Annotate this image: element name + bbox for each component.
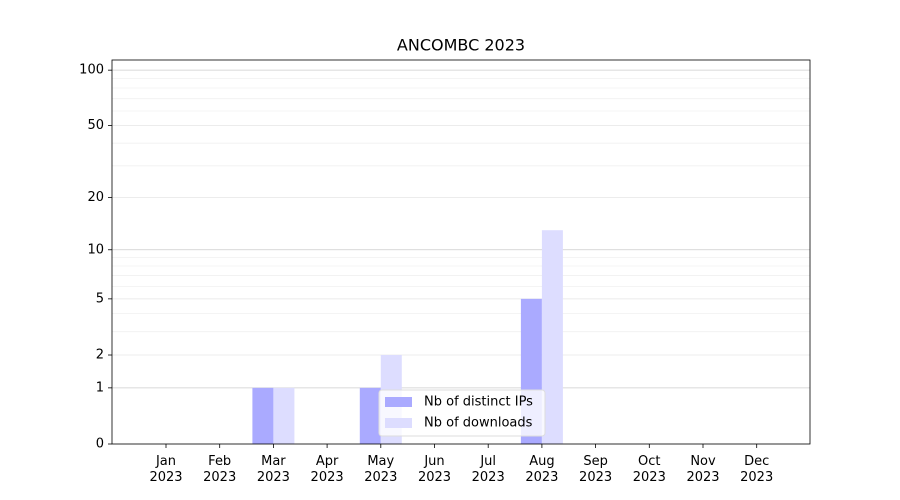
y-tick-label: 1 — [96, 380, 104, 395]
plot-frame — [111, 59, 811, 445]
y-tick-label: 100 — [79, 63, 104, 78]
x-tick-label: Feb 2023 — [203, 454, 236, 485]
bar — [273, 387, 295, 444]
x-tick-label: Dec 2023 — [740, 454, 773, 485]
y-tick-label: 0 — [96, 437, 104, 452]
legend-box — [378, 389, 546, 437]
legend: Nb of distinct IPs Nb of downloads — [378, 389, 546, 437]
legend-swatch — [385, 397, 412, 407]
y-tick-label: 20 — [87, 190, 104, 205]
x-tick-label: Oct 2023 — [633, 454, 666, 485]
x-tick-label: Sep 2023 — [579, 454, 612, 485]
legend-label: Nb of downloads — [424, 416, 533, 431]
x-tick-label: Apr 2023 — [311, 454, 344, 485]
legend-swatch — [385, 418, 412, 428]
bar — [359, 387, 381, 444]
y-tick-label: 10 — [87, 242, 104, 257]
y-tick-label: 50 — [87, 118, 104, 133]
x-tick-label: Mar 2023 — [257, 454, 290, 485]
x-tick-label: Jan 2023 — [149, 454, 182, 485]
x-tick-label: Nov 2023 — [686, 454, 719, 485]
y-tick-label: 5 — [96, 291, 104, 306]
x-tick-label: Jun 2023 — [418, 454, 451, 485]
y-tick-label: 2 — [96, 348, 104, 363]
chart-title: ANCOMBC 2023 — [397, 36, 525, 55]
x-tick-label: May 2023 — [364, 454, 397, 485]
x-tick-label: Jul 2023 — [472, 454, 505, 485]
bar — [252, 387, 274, 444]
bar — [541, 230, 563, 444]
x-tick-label: Aug 2023 — [525, 454, 558, 485]
legend-label: Nb of distinct IPs — [424, 395, 533, 410]
